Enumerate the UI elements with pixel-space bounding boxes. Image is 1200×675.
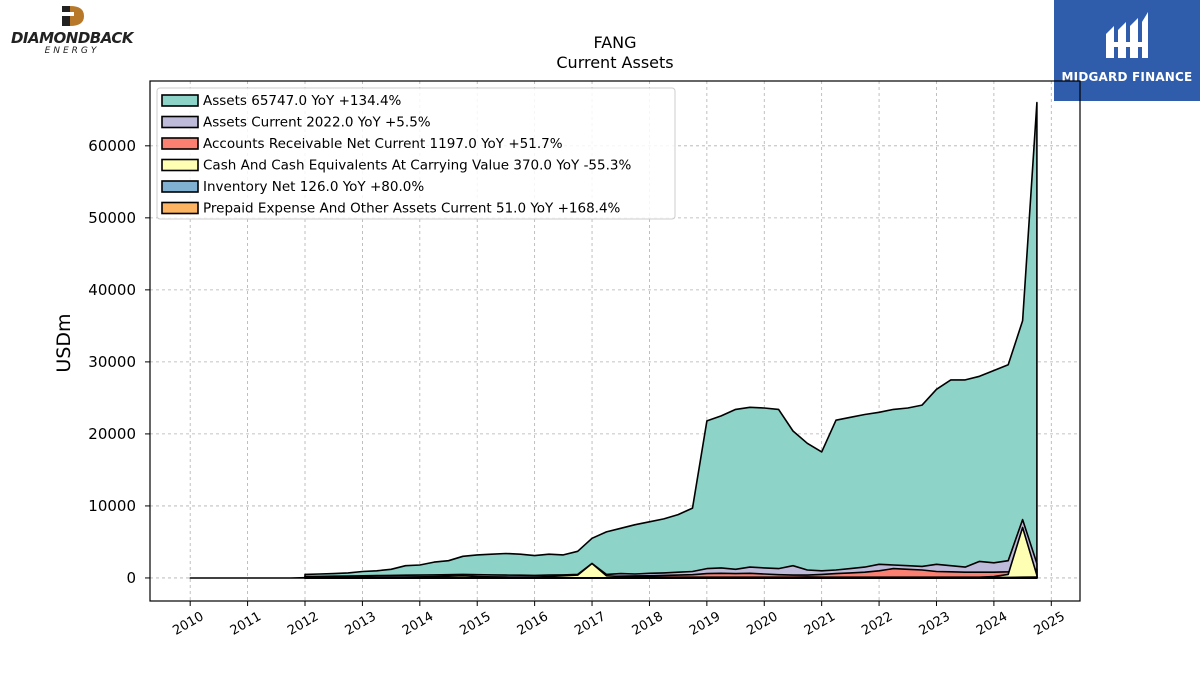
x-tick-label: 2010 [170, 609, 206, 639]
diamondback-sub: ENERGY [44, 46, 100, 56]
legend-label-5: Prepaid Expense And Other Assets Current… [203, 201, 621, 217]
y-tick-label: 50000 [88, 209, 136, 227]
legend-swatch-2 [161, 137, 199, 150]
x-tick-label: 2019 [687, 609, 723, 639]
chart-title: FANG [593, 33, 636, 52]
diamondback-emblem-icon [62, 6, 84, 26]
legend-label-1: Assets Current 2022.0 YoY +5.5% [203, 115, 431, 131]
legend-swatch-4 [161, 180, 199, 193]
x-tick-label: 2014 [400, 609, 436, 639]
y-tick-label: 20000 [88, 425, 136, 443]
diamondback-logo: DIAMONDBACK ENERGY [4, 4, 140, 56]
x-tick-label: 2022 [859, 609, 895, 639]
series-area-0 [304, 101, 1038, 579]
legend-label-3: Cash And Cash Equivalents At Carrying Va… [203, 158, 631, 174]
legend-label-0: Assets 65747.0 YoY +134.4% [203, 93, 402, 109]
x-tick-label: 2024 [974, 609, 1010, 639]
x-tick-label: 2021 [802, 609, 838, 639]
midgard-finance-logo: MIDGARD FINANCE [1054, 0, 1200, 101]
x-tick-label: 2020 [744, 609, 780, 639]
x-tick-label: 2015 [457, 609, 493, 639]
legend-swatch-3 [161, 158, 199, 172]
legend-swatch-5 [161, 201, 199, 215]
y-tick-label: 0 [126, 569, 136, 587]
y-tick-label: 60000 [88, 137, 136, 155]
x-tick-label: 2013 [343, 609, 379, 639]
plot-frame [149, 80, 1081, 602]
y-tick-label: 30000 [88, 353, 136, 371]
y-tick-label: 10000 [88, 497, 136, 515]
midgard-name: MIDGARD FINANCE [1061, 70, 1193, 84]
legend-label-4: Inventory Net 126.0 YoY +80.0% [203, 179, 424, 195]
x-tick-label: 2025 [1031, 609, 1067, 639]
y-axis-label: USDm [53, 313, 75, 372]
series-areas [189, 101, 1038, 579]
y-tick-label: 40000 [88, 281, 136, 299]
midgard-emblem-icon [1106, 12, 1148, 58]
x-tick-label: 2017 [572, 609, 608, 639]
legend-box [156, 87, 676, 220]
x-tick-label: 2011 [228, 609, 264, 639]
diamondback-name: DIAMONDBACK [10, 29, 134, 47]
x-tick-label: 2018 [630, 609, 666, 639]
legend-label-2: Accounts Receivable Net Current 1197.0 Y… [203, 136, 563, 152]
legend: Assets 65747.0 YoY +134.4% Assets Current… [156, 87, 676, 220]
x-tick-label: 2012 [285, 609, 321, 639]
x-tick-label: 2023 [917, 609, 953, 639]
legend-swatch-1 [161, 115, 199, 129]
chart-subtitle: Current Assets [556, 53, 673, 72]
x-tick-label: 2016 [515, 609, 551, 639]
legend-swatch-0 [161, 94, 199, 107]
